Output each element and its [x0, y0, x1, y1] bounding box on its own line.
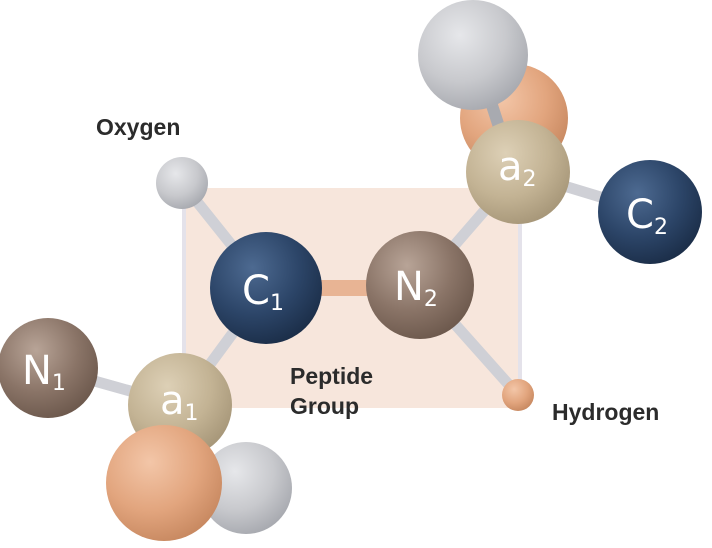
atom-n1-label: N1 [22, 348, 66, 396]
atom-n2-label: N2 [394, 264, 438, 312]
atom-c1 [210, 232, 322, 344]
atom-c2 [598, 160, 702, 264]
atom-a2 [466, 120, 570, 224]
oxygen-label: Oxygen [96, 114, 180, 140]
atom-a2-label: a2 [498, 144, 537, 192]
atom-n1 [0, 318, 98, 418]
atom-n2 [366, 231, 474, 339]
grey-atom-bottom [200, 442, 292, 534]
grey-atom-top [418, 0, 528, 110]
atom-c2-label: C2 [626, 192, 668, 240]
hydrogen-atom [502, 379, 534, 411]
hydrogen-atom-bottom [106, 425, 222, 541]
atom-c1-label: C1 [242, 268, 284, 316]
peptide-group-label-line1: Peptide [290, 363, 373, 389]
peptide-group-label-line2: Group [290, 393, 359, 419]
oxygen-atom [156, 157, 208, 209]
atom-a1-label: a1 [160, 378, 199, 426]
hydrogen-label: Hydrogen [552, 399, 659, 425]
